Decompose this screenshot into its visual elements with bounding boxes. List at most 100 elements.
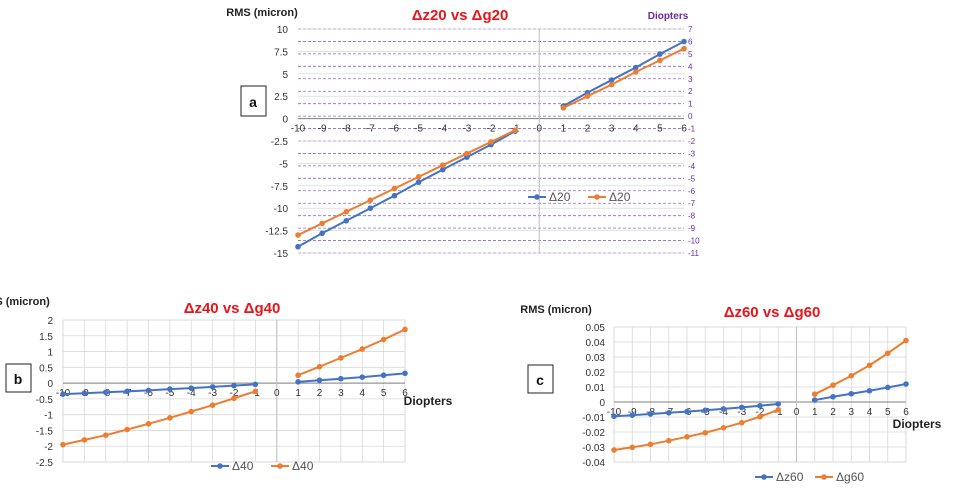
data-point-series-1 [611, 413, 617, 420]
x-tick-label: 1 [295, 388, 301, 399]
data-point-series-1 [775, 401, 782, 407]
y-axis-title: RMS (micron) [520, 304, 592, 316]
chart-title: Δz20 vs Δg20 [412, 7, 509, 24]
y-tick-label: -0.02 [582, 428, 605, 439]
data-point-series-2 [391, 185, 398, 192]
legend-swatch-marker [277, 463, 283, 469]
data-point-series-2 [415, 174, 422, 180]
data-point-series-1 [608, 77, 615, 83]
data-point-series-1 [295, 243, 301, 250]
series-line-1 [297, 130, 516, 248]
data-point-series-2 [359, 346, 366, 352]
chart-title: Δz40 vs Δg40 [184, 300, 281, 317]
data-point-series-1 [757, 402, 763, 409]
plot-frame [613, 326, 907, 463]
data-point-series-1 [319, 230, 325, 237]
data-point-series-2 [464, 150, 470, 157]
x-tick-label: 2 [317, 388, 323, 399]
legend-label: Δg60 [836, 470, 864, 484]
data-point-series-1 [102, 389, 109, 396]
data-point-series-2 [188, 408, 195, 415]
data-point-series-2 [830, 382, 836, 389]
data-point-series-1 [167, 386, 173, 392]
data-point-series-2 [295, 232, 301, 238]
data-point-series-2 [402, 326, 408, 333]
panel-label: c [536, 372, 544, 388]
data-point-series-1 [209, 384, 216, 390]
data-point-series-2 [295, 372, 301, 379]
y-tick-label: -1.5 [36, 426, 54, 437]
x-tick-label: 5 [657, 124, 663, 135]
data-point-series-2 [560, 105, 567, 111]
data-point-series-1 [811, 397, 818, 403]
x-tick-label: 0 [536, 124, 542, 135]
x-tick-label: 2 [830, 407, 836, 418]
data-point-series-1 [866, 387, 873, 394]
secondary-y-tick-label: -6 [688, 187, 696, 196]
series-line-2 [297, 129, 516, 236]
x-tick-label: 4 [867, 407, 873, 418]
data-point-series-1 [359, 374, 366, 380]
data-point-series-1 [657, 51, 663, 57]
data-point-series-2 [757, 413, 763, 420]
data-point-series-1 [738, 404, 745, 411]
panel-label-box [240, 85, 267, 117]
panel-label-box [527, 364, 554, 394]
data-point-series-1 [720, 406, 727, 412]
legend-swatch-marker [534, 194, 540, 200]
data-point-series-2 [488, 139, 494, 145]
data-point-series-1 [629, 412, 636, 419]
y-tick-label: 1.5 [39, 332, 53, 343]
secondary-axis-title: Diopters [648, 11, 689, 22]
y-tick-label: 0.04 [586, 338, 606, 349]
chart-title: Δz60 vs Δg60 [724, 304, 821, 321]
plot-frame [62, 319, 406, 463]
panel-label-box [5, 363, 32, 393]
x-tick-label: -10 [291, 124, 306, 135]
y-axis-title: RMS (micron) [0, 296, 50, 308]
secondary-y-tick-label: 0 [688, 112, 693, 121]
series-line-1 [298, 372, 406, 383]
y-tick-label: 0 [282, 115, 288, 126]
data-point-series-1 [124, 388, 130, 395]
secondary-y-tick-label: 1 [688, 100, 693, 109]
data-point-series-1 [316, 377, 323, 384]
chart-c: 0.05 0.04 0.03 0.02 0.01 0 -0.01 -0.02 -0.03 -0.0… [520, 304, 941, 484]
x-tick-label: -3 [208, 388, 217, 399]
legend-swatch-marker [761, 474, 767, 480]
y-tick-label: 0.02 [586, 368, 606, 379]
data-point-series-2 [611, 447, 617, 453]
y-tick-label: -10 [274, 204, 289, 215]
data-point-series-1 [188, 385, 195, 391]
x-tick-label: 3 [338, 388, 344, 399]
secondary-y-tick-label: -5 [688, 174, 696, 183]
data-point-series-1 [415, 179, 422, 186]
x-tick-label: 0 [794, 407, 800, 418]
chart-a: 76543210-1-2-3-4-5-6-7-8-9-10-11107.552.… [226, 7, 700, 260]
secondary-y-tick-label: 7 [688, 25, 693, 34]
x-tick-label: -5 [165, 388, 174, 399]
data-point-series-1 [402, 370, 408, 377]
y-tick-label: -0.01 [582, 413, 605, 424]
panel-label: a [249, 94, 257, 110]
data-point-series-2 [343, 208, 350, 215]
y-tick-label: -7.5 [271, 182, 289, 193]
data-point-series-2 [811, 391, 818, 398]
data-point-series-2 [632, 69, 639, 75]
x-tick-label: -5 [414, 124, 423, 135]
x-tick-label: 6 [402, 388, 408, 399]
x-tick-label: -10 [607, 407, 622, 418]
data-point-series-1 [632, 64, 639, 71]
data-point-series-2 [584, 93, 591, 99]
data-point-series-2 [684, 434, 690, 440]
y-tick-label: 1 [47, 348, 53, 359]
y-tick-label: 2 [47, 316, 53, 327]
x-tick-label: 2 [585, 124, 591, 135]
series-line-2 [814, 339, 907, 396]
x-tick-label: -7 [366, 124, 375, 135]
x-axis-title: Diopters [893, 417, 942, 431]
x-tick-label: -3 [737, 407, 746, 418]
y-tick-label: 7.5 [274, 47, 288, 58]
x-tick-label: -2 [756, 407, 765, 418]
data-point-series-1 [380, 372, 387, 379]
